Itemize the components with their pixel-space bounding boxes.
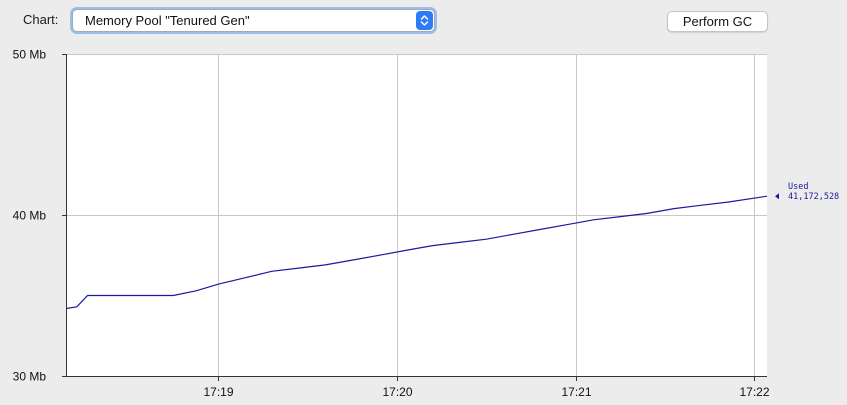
perform-gc-button[interactable]: Perform GC bbox=[667, 11, 768, 32]
used-series-name: Used bbox=[788, 182, 808, 192]
x-tick-label: 17:20 bbox=[382, 385, 412, 399]
used-marker: Used 41,172,528 bbox=[775, 182, 839, 202]
memory-pool-select[interactable]: Memory Pool "Tenured Gen" bbox=[72, 9, 435, 32]
x-tick-label: 17:21 bbox=[561, 385, 591, 399]
series-line-used bbox=[66, 195, 768, 309]
grid bbox=[67, 54, 767, 376]
y-tick-label: 50 Mb bbox=[13, 48, 47, 62]
x-tick-label: 17:22 bbox=[739, 385, 769, 399]
memory-pool-select-value: Memory Pool "Tenured Gen" bbox=[85, 13, 250, 28]
y-tick-label: 40 Mb bbox=[13, 209, 47, 223]
x-tick-label: 17:19 bbox=[203, 385, 233, 399]
memory-chart: 30 Mb 40 Mb 50 Mb 17:19 17:20 17:21 17:22 Use… bbox=[13, 48, 840, 400]
used-marker-arrow-icon bbox=[775, 193, 779, 200]
y-axis-ticks: 30 Mb 40 Mb 50 Mb bbox=[13, 48, 67, 384]
toolbar: Chart: Memory Pool "Tenured Gen" Perform… bbox=[0, 0, 847, 42]
used-series-value: 41,172,528 bbox=[788, 192, 839, 202]
y-tick-label: 30 Mb bbox=[13, 370, 47, 384]
select-stepper-icon[interactable] bbox=[416, 11, 433, 30]
chart-label: Chart: bbox=[23, 12, 59, 27]
x-axis-ticks: 17:19 17:20 17:21 17:22 bbox=[203, 376, 770, 399]
